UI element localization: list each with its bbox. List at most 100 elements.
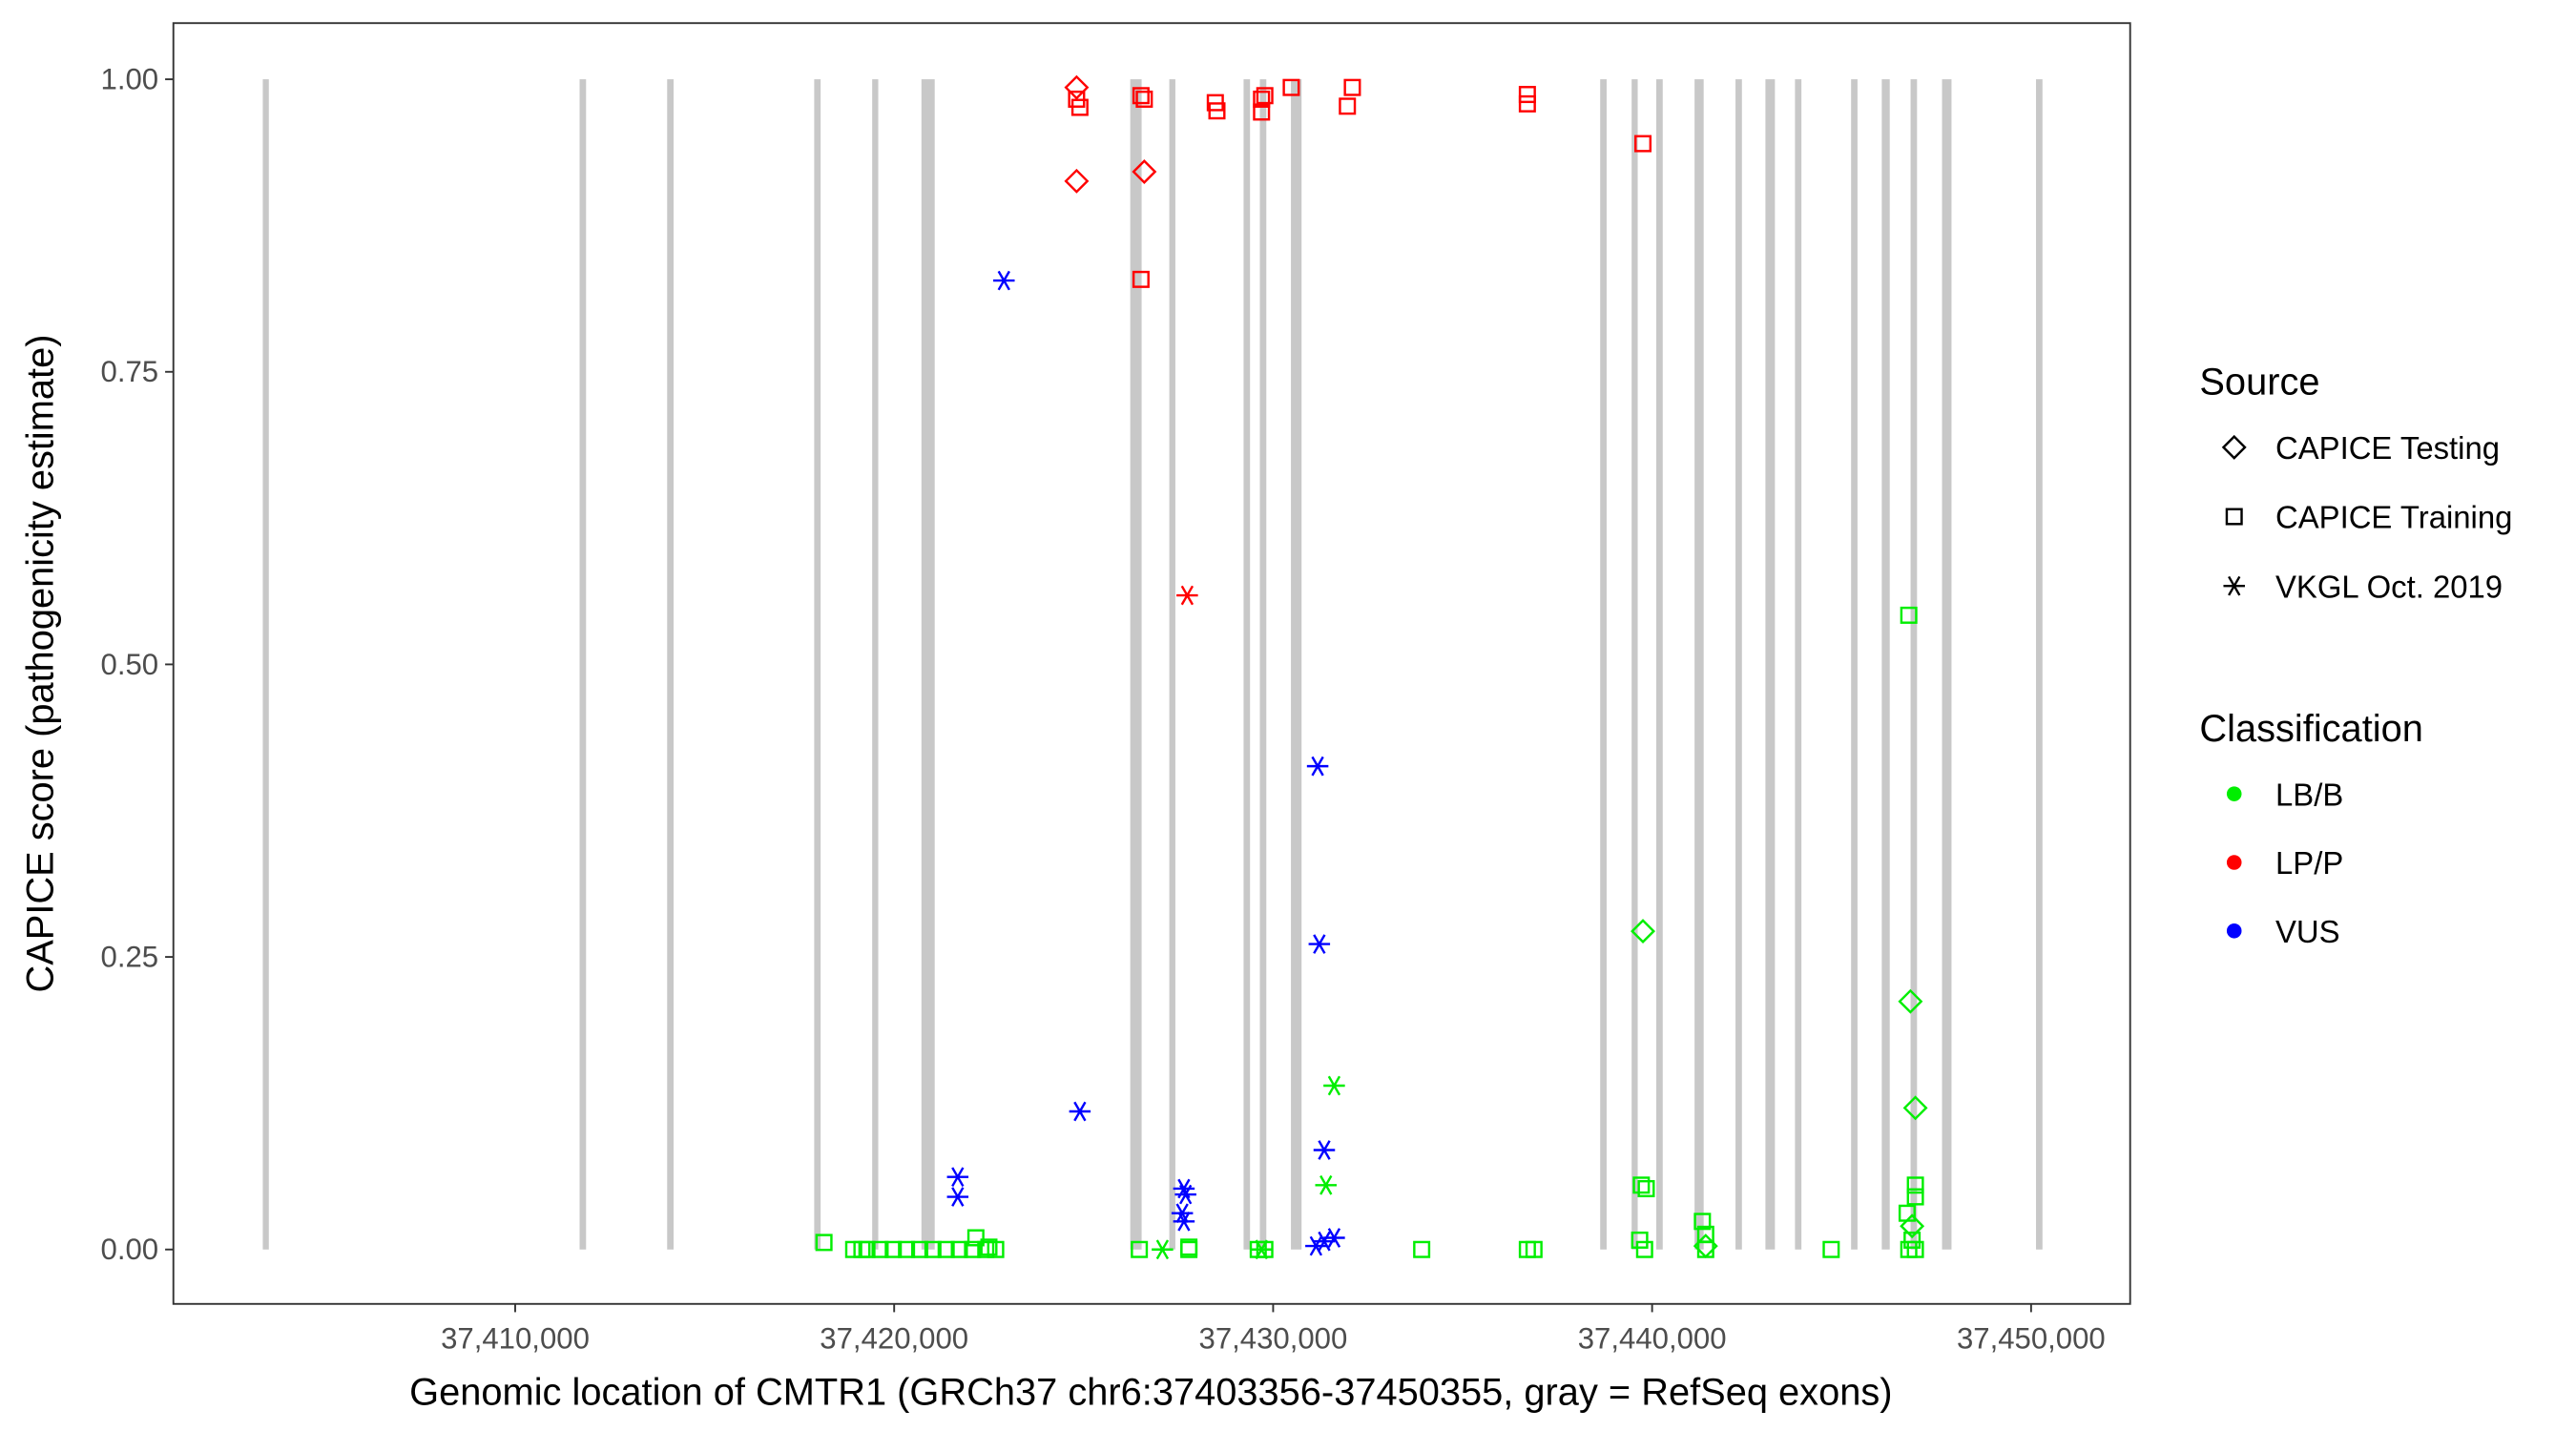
legend: Source Classification CAPICE Testing CAPI… (2199, 362, 2512, 949)
legend-key-dot-icon (2226, 855, 2242, 870)
data-point (1070, 98, 1089, 116)
data-point (1518, 94, 1536, 113)
x-axis: 37,410,000 37,420,000 37,430,000 37,440,000… (441, 1303, 2106, 1356)
data-point (1305, 1235, 1327, 1256)
exon-bar (1600, 79, 1607, 1250)
data-point (946, 1187, 969, 1207)
x-axis-label: Genomic location of CMTR1 (GRCh37 chr6:3… (409, 1371, 1892, 1413)
legend-item-label: LP/P (2275, 845, 2343, 881)
data-point (1525, 1240, 1543, 1258)
data-point (980, 1238, 998, 1256)
legend-key-dot-icon (2226, 786, 2242, 801)
legend-title-classification: Classification (2199, 708, 2422, 750)
data-point (1135, 90, 1153, 108)
data-point (1631, 1231, 1649, 1249)
data-point (1898, 1204, 1916, 1222)
legend-item-label: CAPICE Testing (2275, 430, 2500, 466)
data-point (858, 1240, 876, 1258)
x-tick-label: 37,430,000 (1199, 1322, 1348, 1356)
data-point (1906, 1176, 1924, 1194)
data-point (1343, 78, 1361, 96)
exon-bar (1130, 79, 1142, 1250)
data-point (964, 1240, 982, 1258)
exon-bar (872, 79, 879, 1250)
data-point (924, 1240, 942, 1258)
exon-bar (1765, 79, 1776, 1250)
exon-bar (1735, 79, 1742, 1250)
data-point (911, 1240, 929, 1258)
data-point (1132, 159, 1157, 184)
data-point (1131, 1240, 1149, 1258)
data-point (1174, 1184, 1196, 1205)
y-tick-label: 0.25 (101, 940, 159, 973)
data-point (1069, 1101, 1091, 1122)
data-point (946, 1167, 969, 1188)
data-point (1900, 606, 1918, 624)
data-point (1323, 1228, 1345, 1248)
data-point (1518, 86, 1536, 104)
x-tick-label: 37,450,000 (1957, 1322, 2106, 1356)
data-point (1176, 585, 1198, 606)
data-point (1132, 270, 1150, 288)
data-point (884, 1240, 903, 1258)
data-point (1902, 1095, 1928, 1121)
exon-bar (1631, 79, 1638, 1250)
exon-bar (921, 79, 935, 1250)
exon-bar (1910, 79, 1918, 1250)
exon-bar (1169, 79, 1175, 1250)
y-axis: 0.00 0.25 0.50 0.75 1.00 (101, 62, 174, 1266)
exon-bar (1291, 79, 1302, 1250)
legend-item-label: CAPICE Training (2275, 500, 2512, 535)
exon-bar (1259, 79, 1267, 1250)
data-point (1064, 74, 1090, 100)
exon-bar (1694, 79, 1704, 1250)
exon-bar (1851, 79, 1858, 1250)
data-point (1256, 1240, 1274, 1258)
data-point (1903, 1231, 1922, 1249)
data-point (1180, 1238, 1198, 1256)
data-point (950, 1240, 968, 1258)
data-point (1256, 87, 1274, 105)
y-tick-label: 0.75 (101, 355, 159, 388)
y-axis-label: CAPICE score (pathogenicity estimate) (19, 335, 61, 993)
x-tick-label: 37,410,000 (441, 1322, 590, 1356)
legend-item-label: LB/B (2275, 777, 2343, 812)
data-point (937, 1240, 955, 1258)
legend-title-source: Source (2199, 362, 2319, 404)
data-point (1900, 1213, 1925, 1239)
data-point (1282, 78, 1300, 96)
data-point (1313, 1140, 1336, 1160)
legend-item-label: VKGL Oct. 2019 (2275, 569, 2503, 604)
x-tick-label: 37,440,000 (1578, 1322, 1727, 1356)
data-point (1308, 934, 1331, 954)
data-point (871, 1240, 889, 1258)
exon-bar (1795, 79, 1802, 1250)
data-point (1315, 1174, 1338, 1195)
data-point (1339, 97, 1357, 115)
data-point (1132, 87, 1150, 105)
exon-bar (814, 79, 821, 1250)
data-point (1898, 988, 1923, 1014)
data-point (1822, 1240, 1840, 1258)
exon-bar (1243, 79, 1251, 1250)
data-point (1906, 1188, 1924, 1206)
legend-key-diamond-icon (2221, 434, 2247, 460)
legend-key-square-icon (2225, 508, 2243, 526)
data-point (1208, 102, 1226, 120)
data-point (1323, 1075, 1345, 1096)
exon-bar (2036, 79, 2043, 1250)
exon-bar (579, 79, 587, 1250)
exon-bar (262, 79, 269, 1250)
data-point (966, 1229, 985, 1247)
data-point (977, 1240, 995, 1258)
data-point (1635, 1240, 1653, 1258)
data-point (1632, 1176, 1651, 1194)
legend-key-asterisk-icon (2223, 575, 2245, 596)
exon-bar (1656, 79, 1663, 1250)
data-point (1173, 1211, 1195, 1232)
data-point (1306, 756, 1329, 777)
data-point (1064, 168, 1090, 194)
data-point (815, 1234, 833, 1252)
data-point (1413, 1240, 1431, 1258)
